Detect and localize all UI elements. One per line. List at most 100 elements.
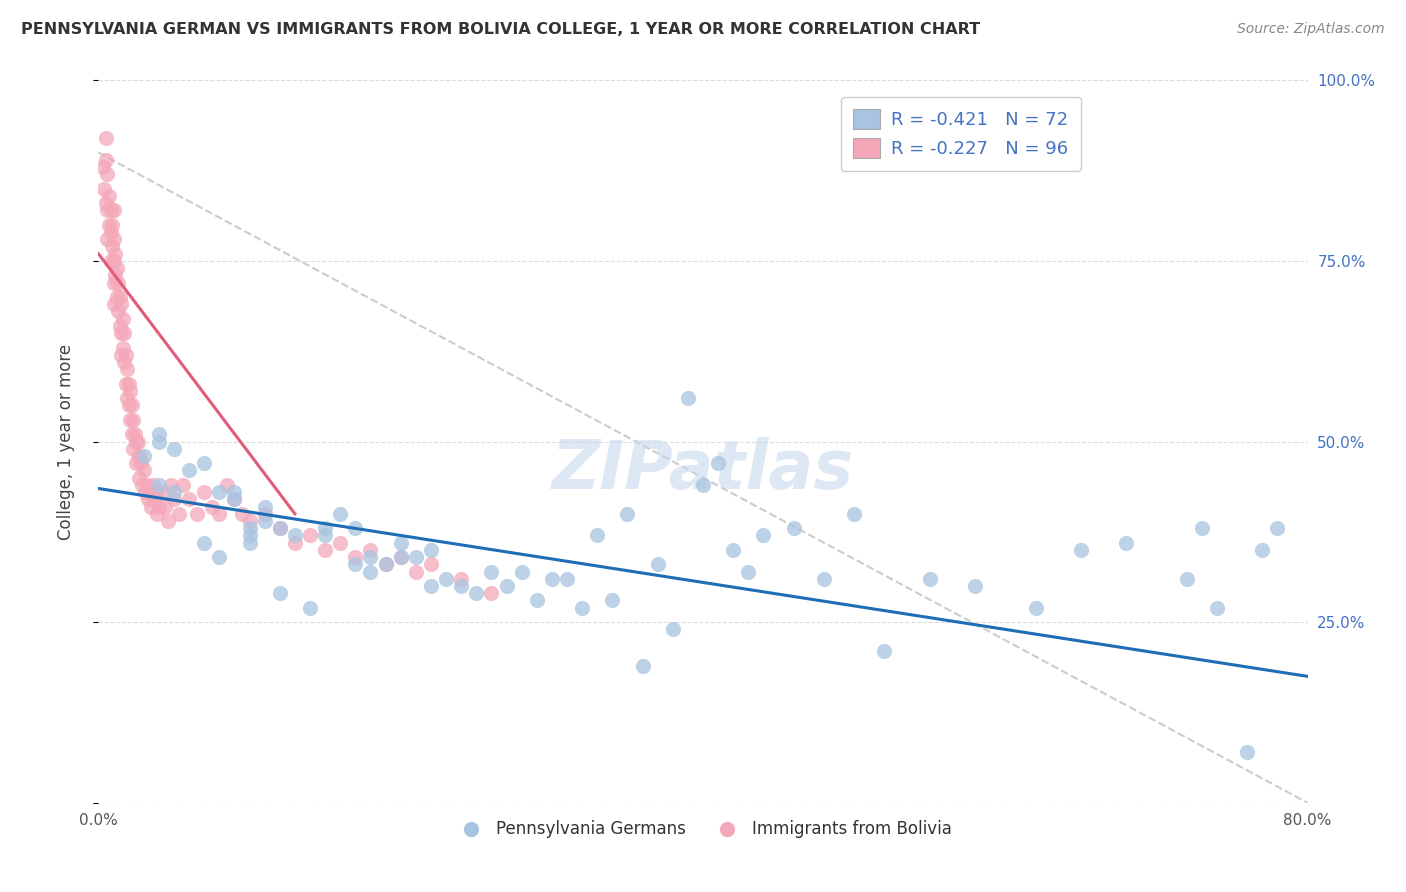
Point	[510, 565, 533, 579]
Point	[100, 203, 122, 218]
Point	[134, 485, 156, 500]
Point	[231, 507, 253, 521]
Point	[111, 341, 134, 355]
Point	[215, 478, 238, 492]
Point	[96, 167, 118, 181]
Point	[110, 297, 132, 311]
Point	[647, 558, 669, 572]
Point	[135, 478, 157, 492]
Point	[555, 572, 578, 586]
Point	[98, 218, 121, 232]
Point	[344, 550, 367, 565]
Point	[450, 572, 472, 586]
Point	[253, 507, 276, 521]
Point	[110, 326, 132, 340]
Point	[118, 398, 141, 412]
Point	[118, 376, 141, 391]
Point	[163, 492, 186, 507]
Point	[239, 535, 262, 549]
Point	[186, 507, 208, 521]
Point	[586, 528, 609, 542]
Point	[160, 478, 183, 492]
Point	[269, 521, 291, 535]
Point	[481, 565, 503, 579]
Point	[103, 203, 125, 218]
Point	[269, 586, 291, 600]
Point	[193, 456, 215, 470]
Point	[110, 348, 132, 362]
Point	[108, 290, 131, 304]
Point	[253, 514, 276, 528]
Point	[239, 521, 262, 535]
Point	[434, 572, 457, 586]
Point	[661, 623, 683, 637]
Point	[314, 542, 336, 557]
Point	[314, 528, 336, 542]
Point	[120, 384, 142, 398]
Point	[179, 492, 201, 507]
Point	[389, 550, 412, 565]
Point	[616, 507, 638, 521]
Point	[299, 528, 322, 542]
Point	[153, 500, 176, 514]
Point	[329, 535, 352, 549]
Point	[107, 304, 129, 318]
Point	[148, 427, 170, 442]
Point	[112, 355, 135, 369]
Point	[374, 558, 396, 572]
Point	[374, 558, 396, 572]
Point	[128, 449, 150, 463]
Point	[631, 658, 654, 673]
Point	[314, 521, 336, 535]
Point	[148, 434, 170, 449]
Point	[131, 478, 153, 492]
Point	[114, 348, 136, 362]
Point	[344, 521, 367, 535]
Point	[107, 276, 129, 290]
Point	[1236, 745, 1258, 759]
Point	[224, 492, 246, 507]
Point	[136, 492, 159, 507]
Point	[122, 413, 145, 427]
Point	[145, 485, 167, 500]
Point	[111, 311, 134, 326]
Point	[224, 485, 246, 500]
Point	[737, 565, 759, 579]
Point	[100, 225, 122, 239]
Point	[873, 644, 896, 658]
Point	[526, 593, 548, 607]
Point	[120, 413, 142, 427]
Point	[115, 391, 138, 405]
Point	[93, 182, 115, 196]
Text: PENNSYLVANIA GERMAN VS IMMIGRANTS FROM BOLIVIA COLLEGE, 1 YEAR OR MORE CORRELATI: PENNSYLVANIA GERMAN VS IMMIGRANTS FROM B…	[21, 22, 980, 37]
Point	[101, 218, 124, 232]
Point	[124, 427, 146, 442]
Point	[139, 485, 162, 500]
Point	[91, 160, 114, 174]
Point	[103, 253, 125, 268]
Point	[148, 478, 170, 492]
Point	[1206, 600, 1229, 615]
Point	[239, 528, 262, 542]
Point	[420, 542, 443, 557]
Point	[104, 268, 127, 283]
Point	[143, 492, 166, 507]
Point	[481, 586, 503, 600]
Point	[360, 550, 382, 565]
Point	[405, 565, 427, 579]
Point	[752, 528, 775, 542]
Point	[571, 600, 593, 615]
Point	[844, 507, 866, 521]
Point	[94, 153, 117, 167]
Point	[405, 550, 427, 565]
Point	[146, 507, 169, 521]
Point	[389, 535, 412, 549]
Point	[918, 572, 941, 586]
Point	[1024, 600, 1046, 615]
Point	[193, 485, 215, 500]
Point	[723, 542, 745, 557]
Point	[172, 478, 194, 492]
Point	[1070, 542, 1092, 557]
Point	[676, 391, 699, 405]
Point	[142, 478, 165, 492]
